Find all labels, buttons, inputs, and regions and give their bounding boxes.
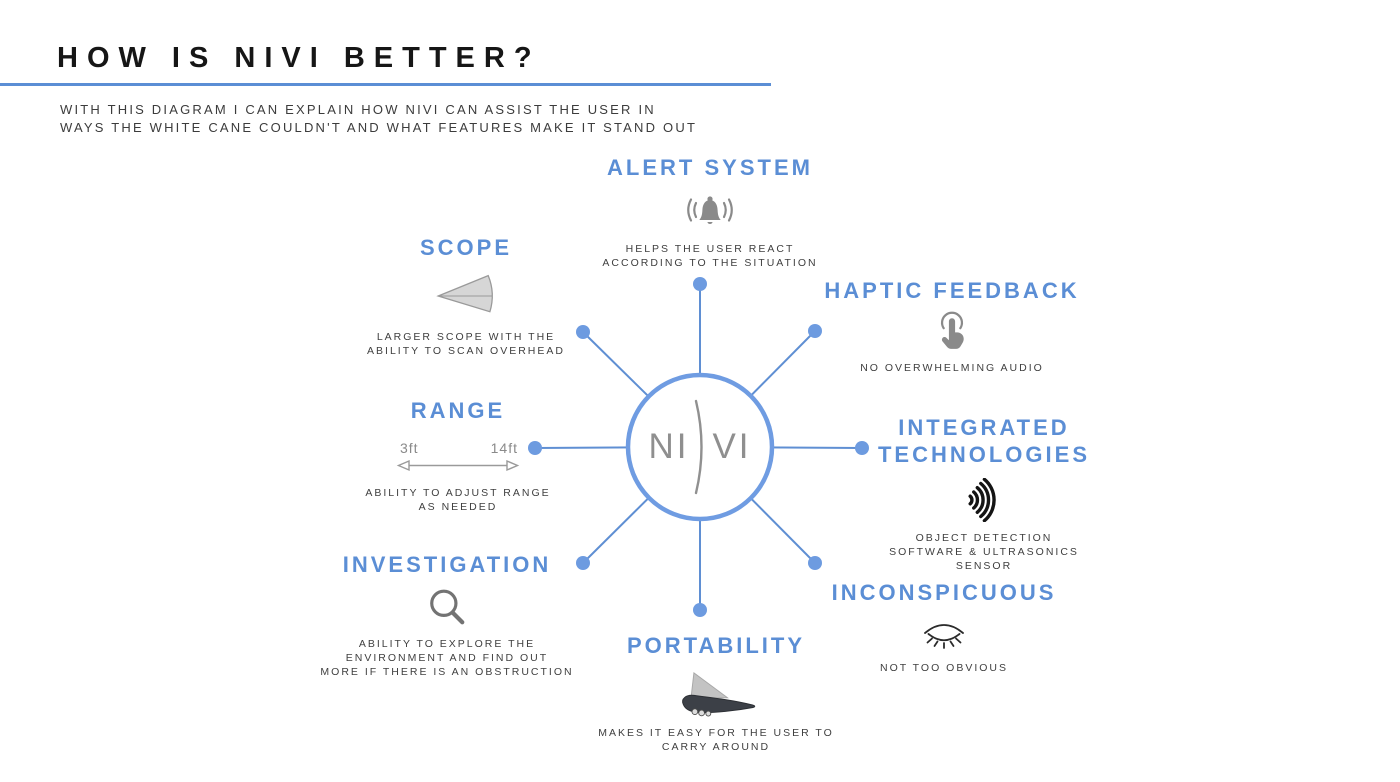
feature-portability: PORTABILITY MAKES IT EASY FOR THE USER T… <box>546 633 886 754</box>
magnifier-icon <box>427 588 467 628</box>
range-max-label: 14ft <box>490 439 518 456</box>
title-underline <box>0 83 771 86</box>
feature-description: NO OVERWHELMING AUDIO <box>860 361 1044 374</box>
feature-title: INTEGRATED TECHNOLOGIES <box>877 415 1090 467</box>
double-arrow-icon <box>396 459 520 471</box>
closed-eye-icon <box>920 616 968 652</box>
feature-title: INCONSPICUOUS <box>831 580 1057 605</box>
feature-title: SCOPE <box>419 235 513 260</box>
tap-gesture-icon <box>935 310 969 352</box>
sonar-wave-icon <box>960 477 1008 522</box>
logo-arc <box>695 399 704 495</box>
range-scale: 3ft 14ft <box>396 440 520 473</box>
page-subtitle: WITH THIS DIAGRAM I CAN EXPLAIN HOW NIVI… <box>60 102 698 135</box>
feature-inconspicuous: INCONSPICUOUS NOT TOO OBVIOUS <box>794 580 1094 675</box>
feature-title: PORTABILITY <box>626 633 806 658</box>
hub-circle <box>625 372 775 522</box>
node-dots <box>528 277 869 617</box>
range-min-label: 3ft <box>400 439 419 456</box>
logo-text-left: NI <box>648 427 690 466</box>
ringing-bell-icon <box>681 191 739 233</box>
page-title: HOW IS NIVI BETTER? <box>57 42 541 74</box>
feature-description: ABILITY TO ADJUST RANGE AS NEEDED <box>365 486 551 513</box>
feature-description: LARGER SCOPE WITH THE ABILITY TO SCAN OV… <box>367 330 565 357</box>
feature-title: RANGE <box>410 398 506 423</box>
feature-description: OBJECT DETECTION SOFTWARE & ULTRASONICS … <box>889 531 1079 572</box>
nivi-logo: NI VI <box>628 375 772 519</box>
feature-description: HELPS THE USER REACT ACCORDING TO THE SI… <box>602 242 818 269</box>
handheld-device-icon <box>666 669 766 717</box>
scan-cone-icon <box>434 271 498 321</box>
feature-title: INVESTIGATION <box>342 552 552 577</box>
feature-description: NOT TOO OBVIOUS <box>879 661 1009 674</box>
feature-description: MAKES IT EASY FOR THE USER TO CARRY AROU… <box>598 726 834 753</box>
feature-scope: SCOPE LARGER SCOPE WITH THE ABILITY TO S… <box>326 235 606 358</box>
feature-title: HAPTIC FEEDBACK <box>824 278 1080 303</box>
logo-text-right: VI <box>712 427 752 466</box>
feature-integrated-technologies: INTEGRATED TECHNOLOGIES OBJECT DETECTION… <box>829 415 1139 573</box>
feature-alert-system: ALERT SYSTEM HELPS THE USER REACT ACCORD… <box>550 155 870 270</box>
feature-title: ALERT SYSTEM <box>607 155 813 180</box>
feature-range: RANGE 3ft 14ft ABILITY TO ADJUST RANGE A… <box>318 398 598 514</box>
feature-investigation: INVESTIGATION ABILITY TO EXPLORE THE ENV… <box>292 552 602 679</box>
feature-haptic-feedback: HAPTIC FEEDBACK NO OVERWHELMING AUDIO <box>787 278 1117 375</box>
feature-description: ABILITY TO EXPLORE THE ENVIRONMENT AND F… <box>320 637 574 678</box>
